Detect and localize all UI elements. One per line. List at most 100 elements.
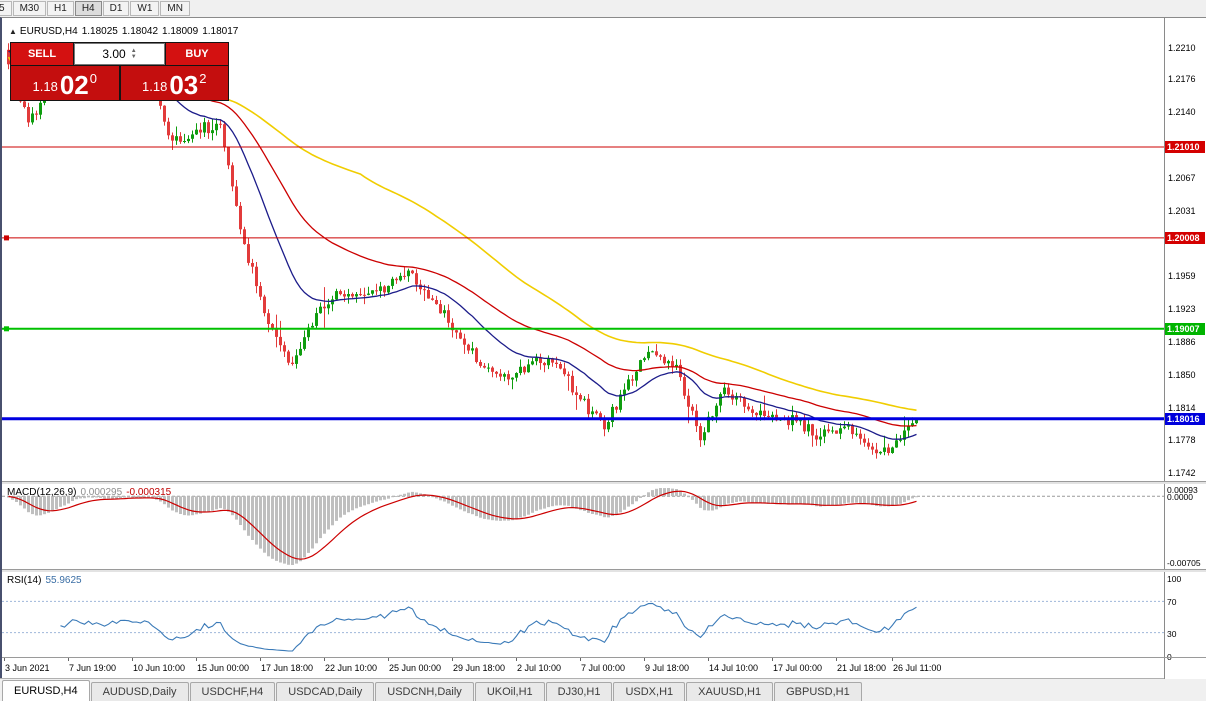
rsi-label: RSI(14) 55.9625 bbox=[7, 575, 82, 586]
volume-down-icon[interactable]: ▼ bbox=[130, 54, 137, 60]
rsi-axis-label: 100 bbox=[1167, 574, 1182, 584]
ohlc-low: 1.18009 bbox=[162, 26, 199, 37]
chart-tab-usdchf[interactable]: USDCHF,H4 bbox=[189, 682, 276, 701]
chart-symbol: EURUSD,H4 bbox=[19, 26, 78, 37]
candlestick-chart[interactable] bbox=[2, 18, 1164, 481]
time-tick-mark bbox=[196, 658, 197, 661]
volume-up-icon[interactable]: ▲ bbox=[130, 48, 137, 54]
volume-value[interactable]: 3.00 bbox=[102, 47, 126, 61]
time-axis-label: 15 Jun 00:00 bbox=[197, 663, 250, 673]
macd-chart[interactable] bbox=[2, 484, 1164, 569]
time-tick-mark bbox=[132, 658, 133, 661]
pane-splitter[interactable] bbox=[2, 569, 1206, 572]
timeframe-button-m30[interactable]: M30 bbox=[12, 1, 47, 16]
price-tick: 1.2031 bbox=[1168, 205, 1196, 216]
macd-label: MACD(12,26,9) 0.000295 -0.000315 bbox=[7, 487, 172, 498]
chart-tab-xauusd[interactable]: XAUUSD,H1 bbox=[686, 682, 774, 701]
price-tick: 1.1778 bbox=[1168, 435, 1196, 446]
time-axis-label: 21 Jul 18:00 bbox=[837, 663, 887, 673]
price-tick: 1.2176 bbox=[1168, 73, 1196, 84]
timeframe-button-w1[interactable]: W1 bbox=[130, 1, 160, 16]
bid-price[interactable]: 1.18 02 0 bbox=[11, 66, 119, 100]
chart-tab-usdcad[interactable]: USDCAD,Daily bbox=[276, 682, 375, 701]
chart-tab-audusd[interactable]: AUDUSD,Daily bbox=[90, 682, 189, 701]
timeframe-button-d1[interactable]: D1 bbox=[102, 1, 130, 16]
timeframe-button-h4[interactable]: H4 bbox=[74, 1, 102, 16]
macd-axis-label: 0.0000 bbox=[1167, 492, 1193, 503]
price-level-badge: 1.21010 bbox=[1165, 140, 1205, 153]
chart-tab-usdx[interactable]: USDX,H1 bbox=[613, 682, 686, 701]
time-tick-mark bbox=[580, 658, 581, 661]
pane-divider bbox=[2, 657, 1206, 658]
time-axis-label: 25 Jun 00:00 bbox=[389, 663, 442, 673]
volume-control[interactable]: 3.00 ▲ ▼ bbox=[74, 43, 165, 65]
price-axis[interactable]: 1.2210 1.2176 1.2140 1.2067 1.2031 1.1959 1.19… bbox=[1164, 18, 1206, 679]
time-axis-label: 9 Jul 18:00 bbox=[645, 663, 690, 673]
price-tick: 1.1814 bbox=[1168, 402, 1196, 413]
time-tick-mark bbox=[516, 658, 517, 661]
ohlc-high: 1.18042 bbox=[121, 26, 159, 37]
price-level-badge: 1.19007 bbox=[1165, 322, 1205, 335]
timeframe-button-mn[interactable]: MN bbox=[160, 1, 190, 16]
time-tick-mark bbox=[772, 658, 773, 661]
price-tick: 1.1959 bbox=[1168, 270, 1196, 281]
time-axis-label: 26 Jul 11:00 bbox=[893, 663, 942, 673]
macd-axis-label: 0.00093 bbox=[1167, 485, 1198, 495]
timeframe-toolbar: 5 M30 H1 H4 D1 W1 MN bbox=[0, 0, 1206, 18]
price-tick: 1.2210 bbox=[1168, 42, 1196, 53]
ask-price[interactable]: 1.18 03 2 bbox=[120, 66, 228, 100]
time-tick-mark bbox=[836, 658, 837, 661]
chart-window: ▲ EURUSD,H4 1.18025 1.18042 1.18009 1.18017 S… bbox=[0, 17, 1206, 679]
time-axis-label: 10 Jun 10:00 bbox=[133, 663, 186, 673]
time-tick-mark bbox=[708, 658, 709, 661]
rsi-axis-label: 70 bbox=[1167, 597, 1177, 608]
sell-button[interactable]: SELL bbox=[11, 43, 73, 65]
time-tick-mark bbox=[4, 658, 5, 661]
chart-ohlc-header: ▲ EURUSD,H4 1.18025 1.18042 1.18009 1.18017 bbox=[9, 26, 242, 37]
rsi-panel[interactable]: RSI(14) 55.9625 bbox=[2, 572, 1164, 657]
macd-panel[interactable]: MACD(12,26,9) 0.000295 -0.000315 bbox=[2, 484, 1164, 569]
time-tick-mark bbox=[892, 658, 893, 661]
chart-tab-usdcnh[interactable]: USDCNH,Daily bbox=[375, 682, 474, 701]
price-tick: 1.2067 bbox=[1168, 172, 1196, 183]
time-axis-label: 3 Jun 2021 bbox=[5, 663, 50, 673]
price-tick: 1.2140 bbox=[1168, 106, 1196, 117]
price-tick: 1.1850 bbox=[1168, 369, 1196, 380]
price-chart-pane[interactable]: ▲ EURUSD,H4 1.18025 1.18042 1.18009 1.18017 S… bbox=[2, 18, 1164, 481]
time-axis[interactable]: 3 Jun 2021 7 Jun 19:00 10 Jun 10:00 15 Jun … bbox=[2, 658, 1164, 679]
price-tick: 1.1923 bbox=[1168, 303, 1196, 314]
price-tick: 1.1886 bbox=[1168, 337, 1196, 348]
time-tick-mark bbox=[644, 658, 645, 661]
time-tick-mark bbox=[452, 658, 453, 661]
chart-tab-dj30[interactable]: DJ30,H1 bbox=[545, 682, 613, 701]
time-axis-label: 7 Jul 00:00 bbox=[581, 663, 626, 673]
chart-tab-ukoil[interactable]: UKOil,H1 bbox=[474, 682, 545, 701]
ohlc-open: 1.18025 bbox=[81, 26, 118, 37]
chart-tabs-bar: EURUSD,H4 AUDUSD,Daily USDCHF,H4 USDCAD,Dai… bbox=[0, 678, 1206, 701]
time-tick-mark bbox=[260, 658, 261, 661]
timeframe-button-h1[interactable]: H1 bbox=[47, 1, 74, 16]
chart-tab-eurusd[interactable]: EURUSD,H4 bbox=[2, 680, 90, 701]
price-level-badge: 1.20008 bbox=[1165, 231, 1205, 244]
time-axis-label: 2 Jul 10:00 bbox=[517, 663, 562, 673]
time-axis-label: 29 Jun 18:00 bbox=[453, 663, 506, 673]
time-axis-label: 17 Jun 18:00 bbox=[261, 663, 314, 673]
time-tick-mark bbox=[324, 658, 325, 661]
buy-button[interactable]: BUY bbox=[166, 43, 228, 65]
timeframe-button-5[interactable]: 5 bbox=[0, 1, 12, 16]
price-tick: 1.1742 bbox=[1168, 467, 1196, 478]
rsi-chart[interactable] bbox=[2, 572, 1164, 657]
one-click-trading-panel: SELL 3.00 ▲ ▼ BUY 1.18 02 0 1 bbox=[10, 42, 229, 101]
pane-splitter[interactable] bbox=[2, 481, 1206, 484]
rsi-axis-label: 30 bbox=[1167, 628, 1177, 639]
time-axis-label: 14 Jul 10:00 bbox=[709, 663, 759, 673]
chart-tab-gbpusd[interactable]: GBPUSD,H1 bbox=[774, 682, 862, 701]
macd-axis-label: -0.00705 bbox=[1167, 558, 1201, 568]
time-axis-label: 17 Jul 00:00 bbox=[773, 663, 823, 673]
ohlc-close: 1.18017 bbox=[202, 26, 239, 37]
time-axis-label: 22 Jun 10:00 bbox=[325, 663, 378, 673]
time-tick-mark bbox=[388, 658, 389, 661]
time-tick-mark bbox=[68, 658, 69, 661]
price-level-badge: 1.18016 bbox=[1165, 412, 1205, 425]
